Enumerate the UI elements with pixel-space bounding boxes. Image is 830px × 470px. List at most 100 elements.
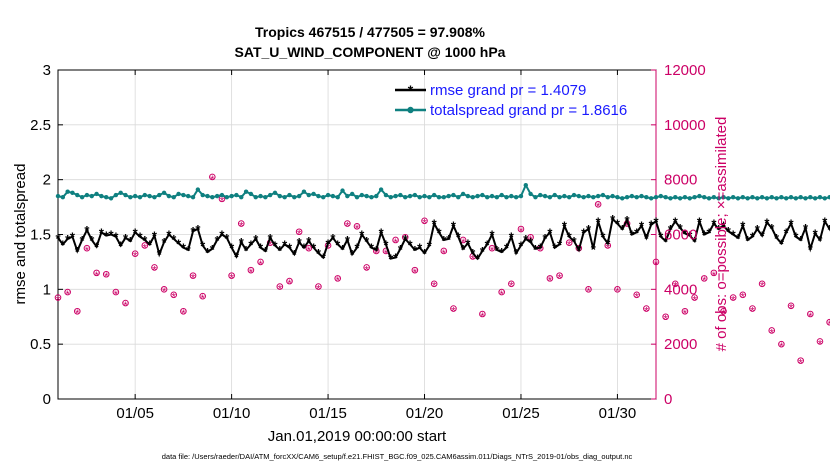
totalspread-point xyxy=(132,193,138,199)
totalspread-point xyxy=(253,195,258,200)
obs-assimilated-point: * xyxy=(509,281,514,293)
totalspread-point xyxy=(812,196,818,201)
rmse-point: * xyxy=(663,234,669,249)
rmse-point: * xyxy=(547,225,553,240)
totalspread-point xyxy=(620,196,625,201)
obs-assimilated-point: * xyxy=(586,286,591,298)
totalspread-point xyxy=(528,191,533,197)
rmse-point: * xyxy=(735,231,741,246)
totalspread-point xyxy=(205,193,210,199)
obs-possible-point xyxy=(807,310,814,318)
obs-possible-point xyxy=(585,286,592,293)
totalspread-point xyxy=(412,192,418,198)
rmse-point: * xyxy=(398,242,404,257)
obs-possible-point xyxy=(122,299,129,307)
obs-possible-point xyxy=(151,264,158,271)
obs-assimilated-point: * xyxy=(451,305,456,317)
obs-assimilated-point: * xyxy=(191,272,196,284)
rmse-point: * xyxy=(181,241,187,256)
obs-possible-point xyxy=(565,239,573,247)
totalspread-point xyxy=(827,195,830,200)
rmse-point: * xyxy=(576,243,582,258)
obs-assimilated-point: * xyxy=(85,245,90,257)
obs-assimilated-point: * xyxy=(567,240,572,252)
obs-possible-point xyxy=(700,275,708,282)
rmse-point: * xyxy=(504,241,510,256)
totalspread-point xyxy=(330,193,336,199)
x-ticks: 01/05 01/10 01/15 01/20 01/25 01/30 xyxy=(116,70,636,422)
totalspread-point xyxy=(142,192,148,198)
rmse-point: * xyxy=(533,242,539,257)
totalspread-point xyxy=(89,193,94,199)
rmse-point: * xyxy=(128,234,134,249)
totalspread-point xyxy=(538,192,543,198)
totalspread-point xyxy=(624,195,630,200)
rmse-point: * xyxy=(379,225,385,240)
rmse-point: * xyxy=(644,231,650,246)
obs-assimilated-point: * xyxy=(721,308,726,320)
rmse-point: * xyxy=(668,222,674,237)
obs-assimilated-point: * xyxy=(673,281,678,293)
rmse-point: * xyxy=(393,251,399,266)
obs-series: * **** ******* ************ ******* *** ** ****… xyxy=(54,173,830,369)
rmse-point: * xyxy=(432,217,438,232)
totalspread-point xyxy=(378,187,384,192)
obs-possible-point xyxy=(729,294,737,301)
totalspread-point xyxy=(552,192,557,198)
totalspread-point xyxy=(374,193,379,199)
totalspread-point xyxy=(340,188,345,193)
totalspread-point xyxy=(152,195,157,200)
totalspread-point xyxy=(171,195,176,200)
rmse-point: * xyxy=(673,214,679,229)
totalspread-point xyxy=(267,192,273,198)
rmse-point: * xyxy=(412,243,418,258)
rmse-point: * xyxy=(374,243,380,258)
totalspread-point xyxy=(403,195,408,200)
legend-rmse-label: rmse grand pr = 1.4079 xyxy=(430,82,586,99)
totalspread-point xyxy=(687,196,692,201)
rmse-point: * xyxy=(461,242,467,257)
rmse-point: * xyxy=(99,225,105,240)
rmse-point: * xyxy=(591,242,597,257)
totalspread-point xyxy=(55,193,61,199)
obs-possible-point xyxy=(816,338,824,345)
obs-possible-point xyxy=(353,222,361,230)
obs-assimilated-point: * xyxy=(278,283,283,295)
rmse-point: * xyxy=(764,215,770,230)
obs-possible-point xyxy=(681,307,689,315)
obs-possible-point xyxy=(160,286,168,293)
obs-possible-point xyxy=(247,266,255,274)
y-ticks: 0 0.5 1 1.5 2 2.5 3 xyxy=(30,62,63,408)
obs-possible-point xyxy=(498,288,505,296)
totalspread-point xyxy=(417,195,422,200)
y-tick-label: 2 xyxy=(43,172,51,189)
totalspread-point xyxy=(60,195,66,200)
obs-assimilated-point: * xyxy=(471,253,476,265)
rmse-point: * xyxy=(726,224,732,239)
rmse-point: * xyxy=(509,230,515,245)
obs-possible-point xyxy=(691,294,698,301)
totalspread-point xyxy=(345,193,350,199)
obs-possible-point xyxy=(286,277,293,285)
totalspread-point xyxy=(70,190,75,196)
totalspread-point xyxy=(113,192,119,198)
totalspread-point xyxy=(292,195,297,200)
obs-assimilated-point: * xyxy=(606,242,611,254)
obs-assimilated-point: * xyxy=(519,226,524,238)
rmse-point: * xyxy=(75,244,81,259)
totalspread-point xyxy=(677,196,683,201)
rmse-point: * xyxy=(166,228,172,243)
totalspread-point xyxy=(470,195,475,200)
totalspread-point xyxy=(808,195,813,200)
x-tick-label: 01/30 xyxy=(599,405,637,422)
x-tick-label: 01/05 xyxy=(116,405,154,422)
rmse-point: * xyxy=(186,243,192,258)
rmse-point: * xyxy=(702,228,708,243)
rmse-point: * xyxy=(562,219,568,234)
totalspread-point xyxy=(441,195,447,200)
totalspread-point xyxy=(634,195,639,200)
rmse-point: * xyxy=(682,226,688,241)
obs-possible-point xyxy=(517,225,525,233)
obs-assimilated-point: * xyxy=(480,311,485,323)
obs-possible-point xyxy=(508,280,515,288)
